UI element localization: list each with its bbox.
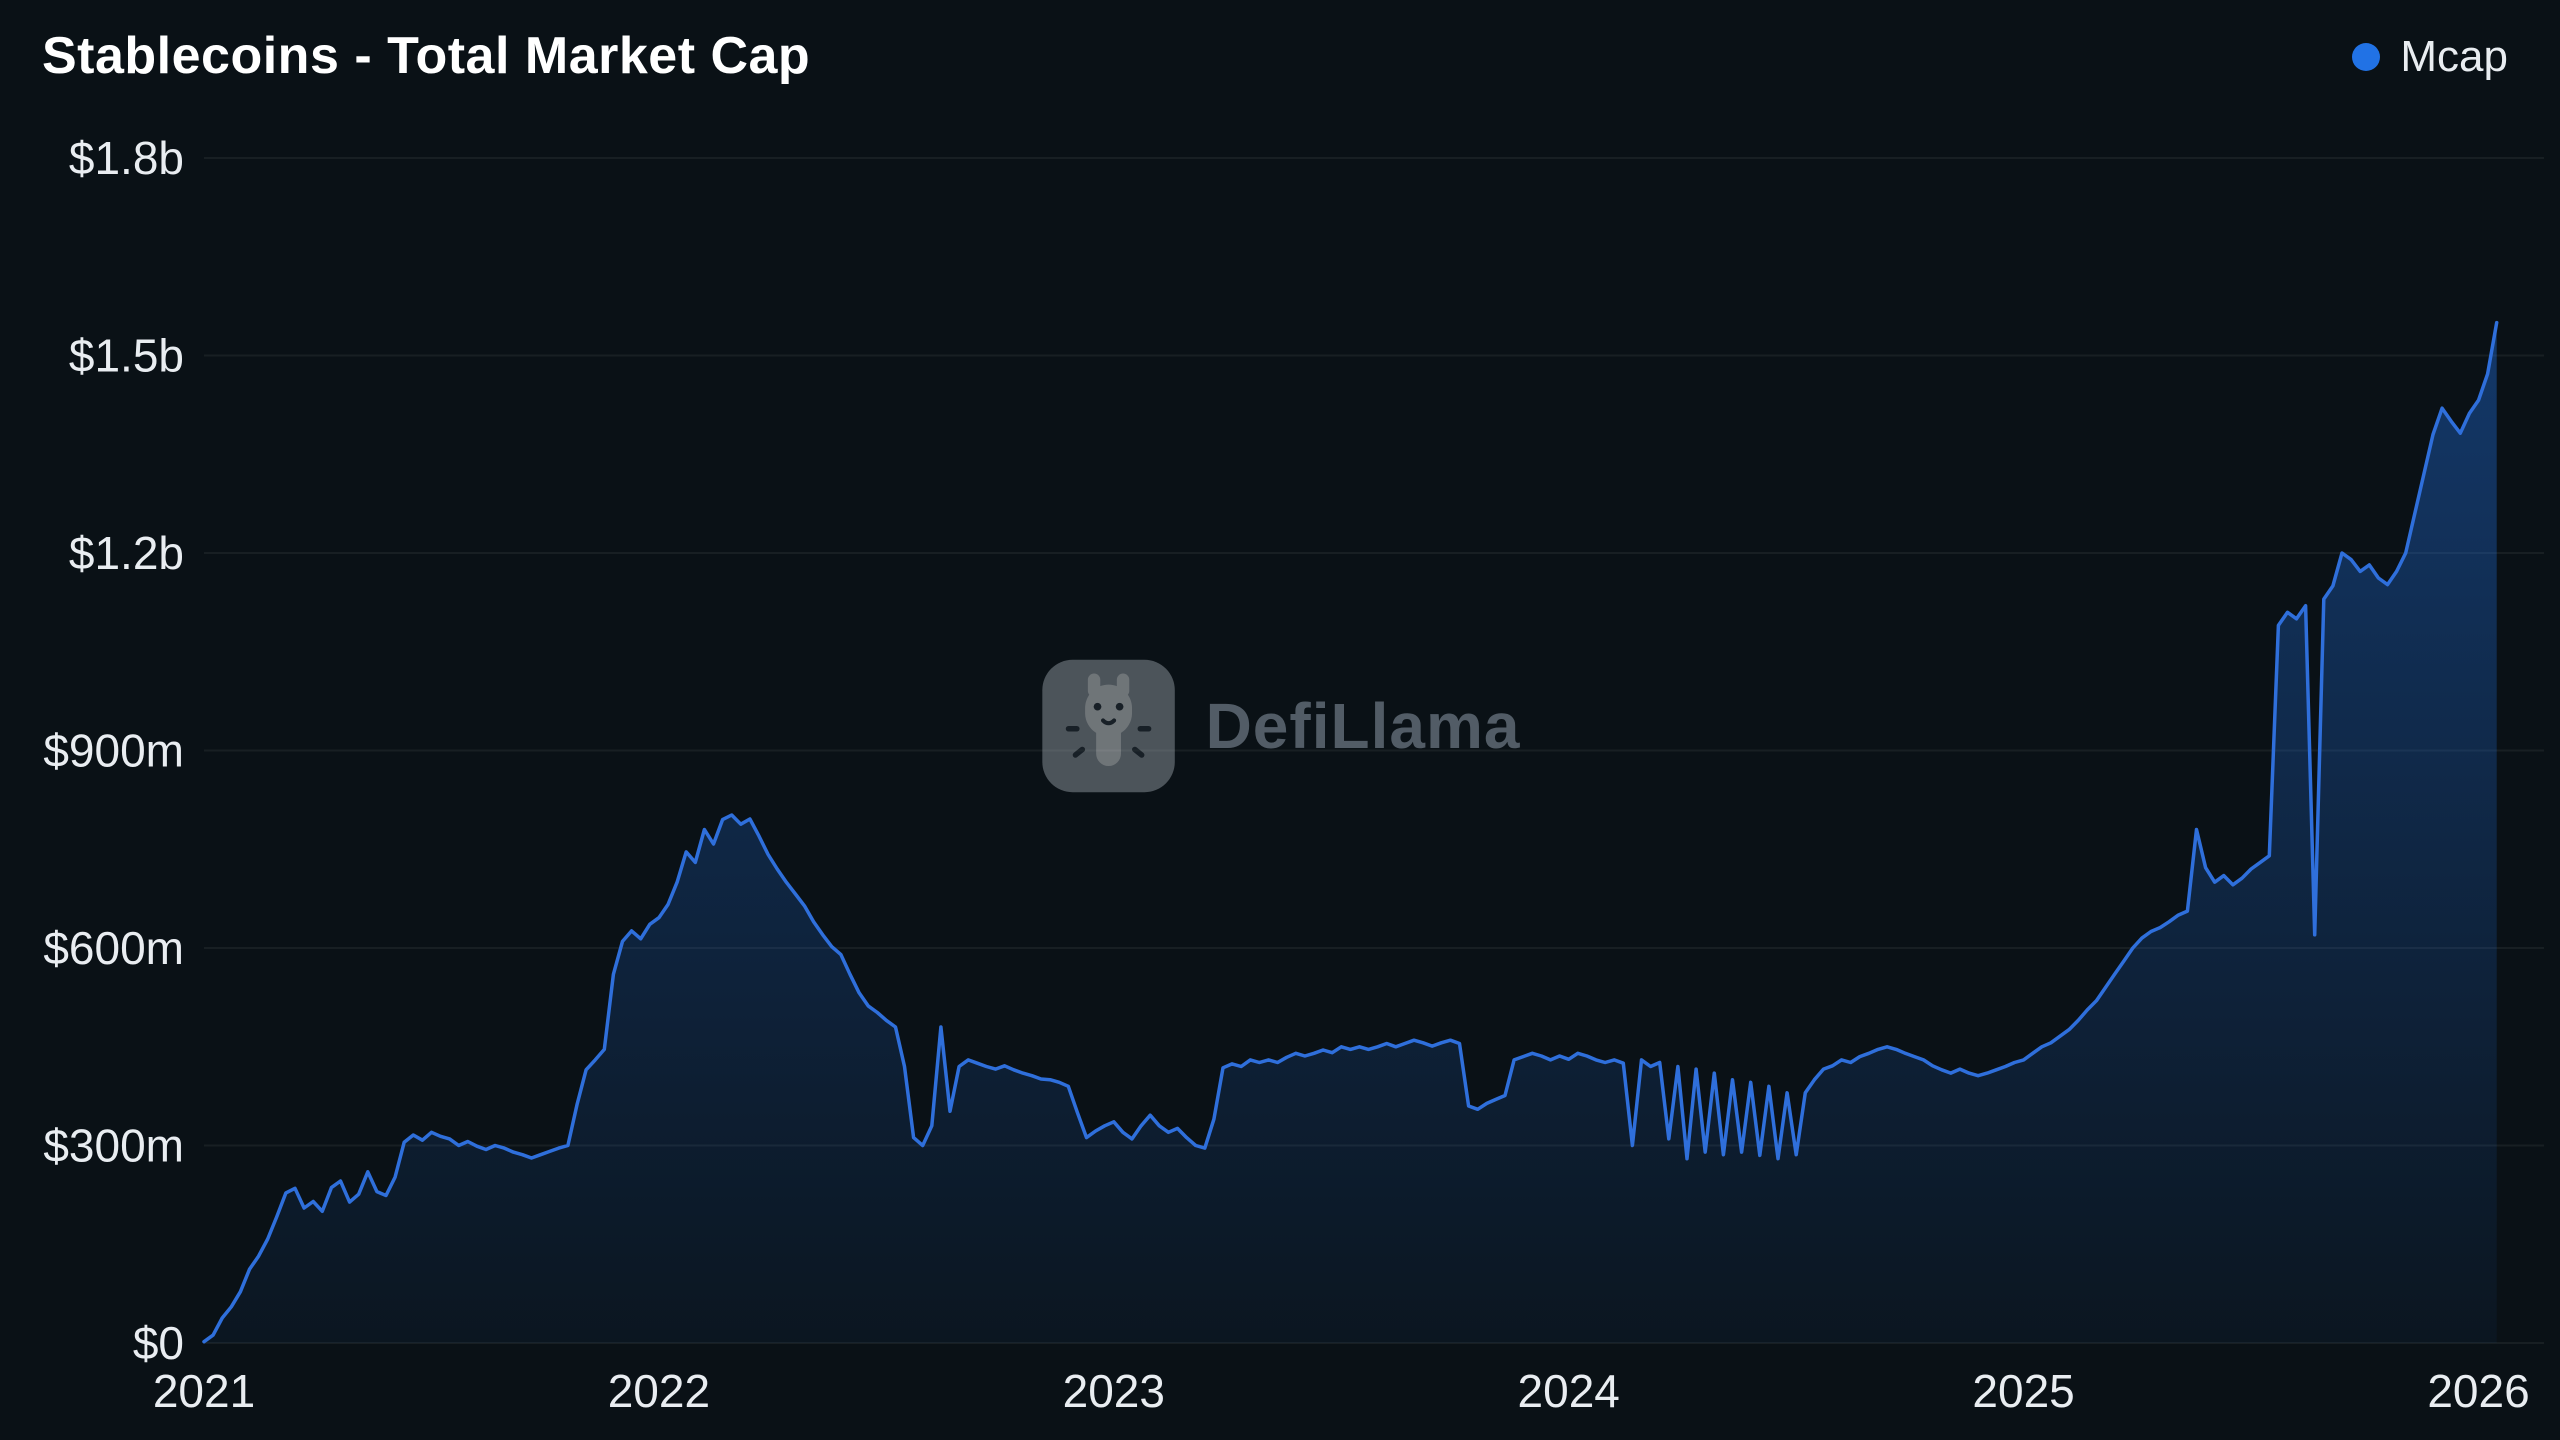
mcap-area-fill [204, 322, 2497, 1344]
y-axis-label: $1.2b [69, 527, 184, 579]
mcap-line [202, 320, 2499, 1344]
legend-dot-icon [2352, 43, 2381, 71]
x-axis-label: 2023 [1063, 1365, 1165, 1417]
legend-label-mcap: Mcap [2400, 32, 2508, 81]
x-axis-label: 2022 [608, 1365, 710, 1417]
legend-item-mcap[interactable]: Mcap [2352, 32, 2508, 82]
y-axis-label: $1.8b [69, 132, 184, 184]
y-axis-label: $300m [43, 1120, 184, 1172]
y-axis-label: $1.5b [69, 330, 184, 382]
x-axis-label: 2024 [1518, 1365, 1620, 1417]
page-title: Stablecoins - Total Market Cap [42, 27, 811, 85]
x-axis-label: 2026 [2427, 1365, 2529, 1417]
x-axis-label: 2025 [1972, 1365, 2074, 1417]
x-axis-label: 2021 [153, 1365, 255, 1417]
y-axis-label: $0 [133, 1317, 184, 1369]
y-axis-label: $600m [43, 922, 184, 974]
y-axis-label: $900m [43, 725, 184, 777]
